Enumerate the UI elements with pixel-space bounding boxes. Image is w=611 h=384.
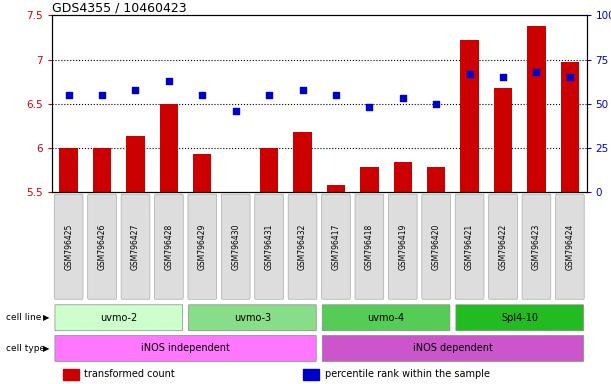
Point <box>465 71 475 77</box>
Point <box>431 101 441 107</box>
FancyBboxPatch shape <box>522 194 551 299</box>
Text: GSM796427: GSM796427 <box>131 223 140 270</box>
Text: GSM796431: GSM796431 <box>265 223 274 270</box>
Point <box>264 92 274 98</box>
Text: GSM796422: GSM796422 <box>499 223 508 270</box>
Text: iNOS independent: iNOS independent <box>141 343 230 354</box>
FancyBboxPatch shape <box>422 194 450 299</box>
FancyBboxPatch shape <box>188 194 217 299</box>
Text: GSM796418: GSM796418 <box>365 223 374 270</box>
Text: GSM796424: GSM796424 <box>565 223 574 270</box>
Text: percentile rank within the sample: percentile rank within the sample <box>324 369 489 379</box>
FancyBboxPatch shape <box>121 194 150 299</box>
Bar <box>260 148 279 192</box>
FancyBboxPatch shape <box>88 194 117 299</box>
Text: GSM796432: GSM796432 <box>298 223 307 270</box>
FancyBboxPatch shape <box>389 194 417 299</box>
Point <box>365 104 375 110</box>
Bar <box>293 132 312 192</box>
FancyBboxPatch shape <box>55 305 183 331</box>
FancyBboxPatch shape <box>455 194 484 299</box>
Text: GSM796423: GSM796423 <box>532 223 541 270</box>
Text: GSM796425: GSM796425 <box>64 223 73 270</box>
Point <box>298 86 307 93</box>
FancyBboxPatch shape <box>555 194 584 299</box>
Text: transformed count: transformed count <box>84 369 175 379</box>
Point <box>97 92 107 98</box>
Bar <box>393 162 412 192</box>
Text: GSM796417: GSM796417 <box>331 223 340 270</box>
Point <box>131 86 141 93</box>
Bar <box>327 185 345 192</box>
FancyBboxPatch shape <box>321 194 350 299</box>
Bar <box>126 136 145 192</box>
Point <box>231 108 241 114</box>
Text: GDS4355 / 10460423: GDS4355 / 10460423 <box>52 1 186 14</box>
FancyBboxPatch shape <box>189 305 316 331</box>
Bar <box>303 369 320 380</box>
Point <box>331 92 341 98</box>
Point <box>498 74 508 80</box>
Text: cell type: cell type <box>6 344 45 353</box>
Text: uvmo-2: uvmo-2 <box>100 313 137 323</box>
Point <box>532 69 541 75</box>
Bar <box>461 40 479 192</box>
Text: uvmo-4: uvmo-4 <box>367 313 404 323</box>
Point <box>398 95 408 101</box>
Bar <box>159 104 178 192</box>
Text: GSM796426: GSM796426 <box>98 223 106 270</box>
Bar <box>527 26 546 192</box>
FancyBboxPatch shape <box>456 305 584 331</box>
FancyBboxPatch shape <box>155 194 183 299</box>
Point <box>197 92 207 98</box>
FancyBboxPatch shape <box>322 305 450 331</box>
FancyBboxPatch shape <box>255 194 284 299</box>
Text: GSM796421: GSM796421 <box>465 223 474 270</box>
Text: ▶: ▶ <box>43 313 49 322</box>
Text: GSM796420: GSM796420 <box>432 223 441 270</box>
Text: GSM796430: GSM796430 <box>231 223 240 270</box>
FancyBboxPatch shape <box>489 194 518 299</box>
Bar <box>59 148 78 192</box>
Text: GSM796428: GSM796428 <box>164 223 174 270</box>
FancyBboxPatch shape <box>322 336 584 361</box>
Bar <box>360 167 379 192</box>
Bar <box>561 62 579 192</box>
Point <box>565 74 575 80</box>
Text: cell line: cell line <box>6 313 42 322</box>
Text: GSM796429: GSM796429 <box>198 223 207 270</box>
Point <box>164 78 174 84</box>
Text: ▶: ▶ <box>43 344 49 353</box>
FancyBboxPatch shape <box>54 194 83 299</box>
Bar <box>494 88 512 192</box>
Text: Spl4-10: Spl4-10 <box>501 313 538 323</box>
Bar <box>63 369 79 380</box>
FancyBboxPatch shape <box>55 336 316 361</box>
FancyBboxPatch shape <box>288 194 317 299</box>
Point <box>64 92 73 98</box>
Bar <box>427 167 445 192</box>
Text: iNOS dependent: iNOS dependent <box>413 343 493 354</box>
Text: uvmo-3: uvmo-3 <box>234 313 271 323</box>
FancyBboxPatch shape <box>355 194 384 299</box>
Bar <box>193 154 211 192</box>
FancyBboxPatch shape <box>221 194 250 299</box>
Bar <box>93 148 111 192</box>
Text: GSM796419: GSM796419 <box>398 223 408 270</box>
